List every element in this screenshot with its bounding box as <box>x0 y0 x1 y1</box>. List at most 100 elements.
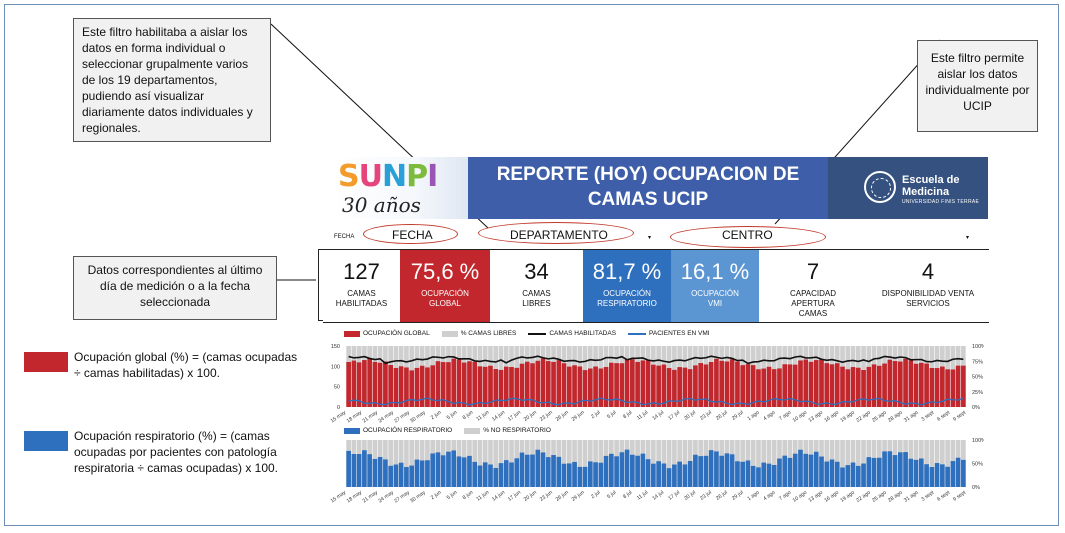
legend-respiratory-text: Ocupación respiratorio (%) = (camas ocup… <box>74 429 279 475</box>
respiratory-bar <box>630 454 635 487</box>
x-tick: 10 ago <box>792 490 809 504</box>
respiratory-bar <box>472 461 478 487</box>
respiratory-bar <box>824 461 830 487</box>
occupancy-bar <box>619 363 625 407</box>
x-tick: 17 jun <box>507 490 522 503</box>
y-left-tick: 50 <box>334 385 340 391</box>
non-respiratory-bar <box>672 440 677 487</box>
non-respiratory-bar <box>393 440 399 487</box>
respiratory-bar <box>582 466 588 487</box>
respiratory-bar <box>577 466 583 487</box>
x-tick: 28 ago <box>887 410 904 424</box>
non-respiratory-bar <box>404 440 409 487</box>
kpi-ocupacion-respiratorio: 81,7 % OCUPACIÓN RESPIRATORIO <box>583 250 671 322</box>
occupancy-bar <box>587 368 593 407</box>
respiratory-bar <box>871 457 877 487</box>
occupancy-bar <box>419 365 425 407</box>
fecha-label: FECHA <box>334 234 355 240</box>
occupancy-bar <box>561 363 567 407</box>
respiratory-bar <box>782 455 788 487</box>
occupancy-bar <box>666 368 672 407</box>
occupancy-bar <box>845 369 851 407</box>
respiratory-bar <box>919 458 924 487</box>
occupancy-bar <box>871 364 877 407</box>
occupancy-bar <box>677 367 682 407</box>
respiratory-bar <box>419 460 425 487</box>
respiratory-bar <box>440 455 446 487</box>
respiratory-bar <box>456 456 462 487</box>
non-respiratory-bar <box>666 440 672 487</box>
y-right-tick: 50% <box>972 375 983 381</box>
centro-highlight <box>670 226 826 248</box>
x-tick: 2 jun <box>430 490 443 501</box>
respiratory-bar <box>813 451 819 487</box>
occupancy-bar <box>934 368 940 407</box>
respiratory-bar <box>803 453 809 487</box>
x-tick: 9 sept <box>952 489 967 502</box>
occupancy-bar <box>346 362 351 407</box>
respiratory-bar <box>714 451 719 487</box>
respiratory-bar <box>556 456 562 487</box>
respiratory-bar <box>903 452 908 487</box>
x-tick: 19 ago <box>839 410 856 424</box>
non-respiratory-bar <box>945 440 950 487</box>
occupancy-bar <box>824 363 830 407</box>
respiratory-bar <box>598 462 604 487</box>
occupancy-bar <box>383 361 388 407</box>
respiratory-bar <box>572 461 577 487</box>
x-tick: 16 ago <box>824 490 841 504</box>
respiratory-bar <box>488 464 493 487</box>
respiratory-bar <box>855 465 861 487</box>
respiratory-bar <box>840 467 845 487</box>
departamento-dropdown-icon[interactable]: ▾ <box>648 235 652 241</box>
occupancy-bar <box>509 367 514 407</box>
respiratory-bar <box>661 463 667 487</box>
x-tick: 11 jul <box>636 410 649 422</box>
occupancy-bar <box>656 365 661 407</box>
x-tick: 15 may <box>330 489 348 504</box>
x-tick: 29 jul <box>731 410 745 422</box>
legend-item-camas-libres: % CAMAS LIBRES <box>441 330 516 337</box>
non-respiratory-bar <box>582 440 588 487</box>
school-logo: Escuela de Medicina UNIVERSIDAD FINIS TE… <box>828 157 988 219</box>
occupancy-bar <box>398 366 404 407</box>
legend-item-camas-habilitadas: CAMAS HABILITADAS <box>528 330 616 337</box>
x-tick: 22 ago <box>855 490 872 504</box>
occupancy-bar <box>472 361 478 407</box>
x-tick: 21 may <box>362 489 380 504</box>
respiratory-bar <box>703 455 709 487</box>
non-respiratory-bar <box>756 440 761 487</box>
y-right-tick: 50% <box>972 462 983 468</box>
respiratory-bar <box>524 454 530 487</box>
occupancy-bar <box>409 370 415 407</box>
x-tick: 25 ago <box>871 410 888 424</box>
occupancy-bar <box>593 366 598 407</box>
occupancy-bar <box>530 363 535 407</box>
x-tick: 5 jun <box>446 490 459 501</box>
x-tick: 28 ago <box>887 490 904 504</box>
respiratory-bar <box>446 451 451 487</box>
respiratory-bar <box>866 457 872 487</box>
non-respiratory-bar <box>924 440 929 487</box>
occupancy-bar <box>897 361 903 407</box>
respiratory-bar <box>467 455 472 487</box>
occupancy-bar <box>624 359 630 407</box>
school-university: UNIVERSIDAD FINIS TERRAE <box>902 199 980 205</box>
respiratory-bar <box>798 449 803 487</box>
occupancy-bar <box>435 361 441 407</box>
non-respiratory-bar <box>388 440 393 487</box>
occupancy-bar <box>719 360 725 407</box>
x-tick: 11 jul <box>636 490 649 502</box>
occupancy-bar <box>792 364 798 407</box>
respiratory-bar <box>656 461 661 487</box>
respiratory-bar <box>377 456 383 487</box>
centro-dropdown-icon[interactable]: ▾ <box>966 235 970 241</box>
x-tick: 27 may <box>393 489 411 504</box>
x-tick: 2 jul <box>590 490 601 500</box>
respiratory-bar <box>819 456 824 487</box>
occupancy-bar <box>388 364 393 407</box>
respiratory-bar <box>351 454 357 487</box>
respiratory-bar <box>367 454 372 487</box>
respiratory-bar <box>498 463 504 487</box>
respiratory-bar <box>924 464 929 487</box>
